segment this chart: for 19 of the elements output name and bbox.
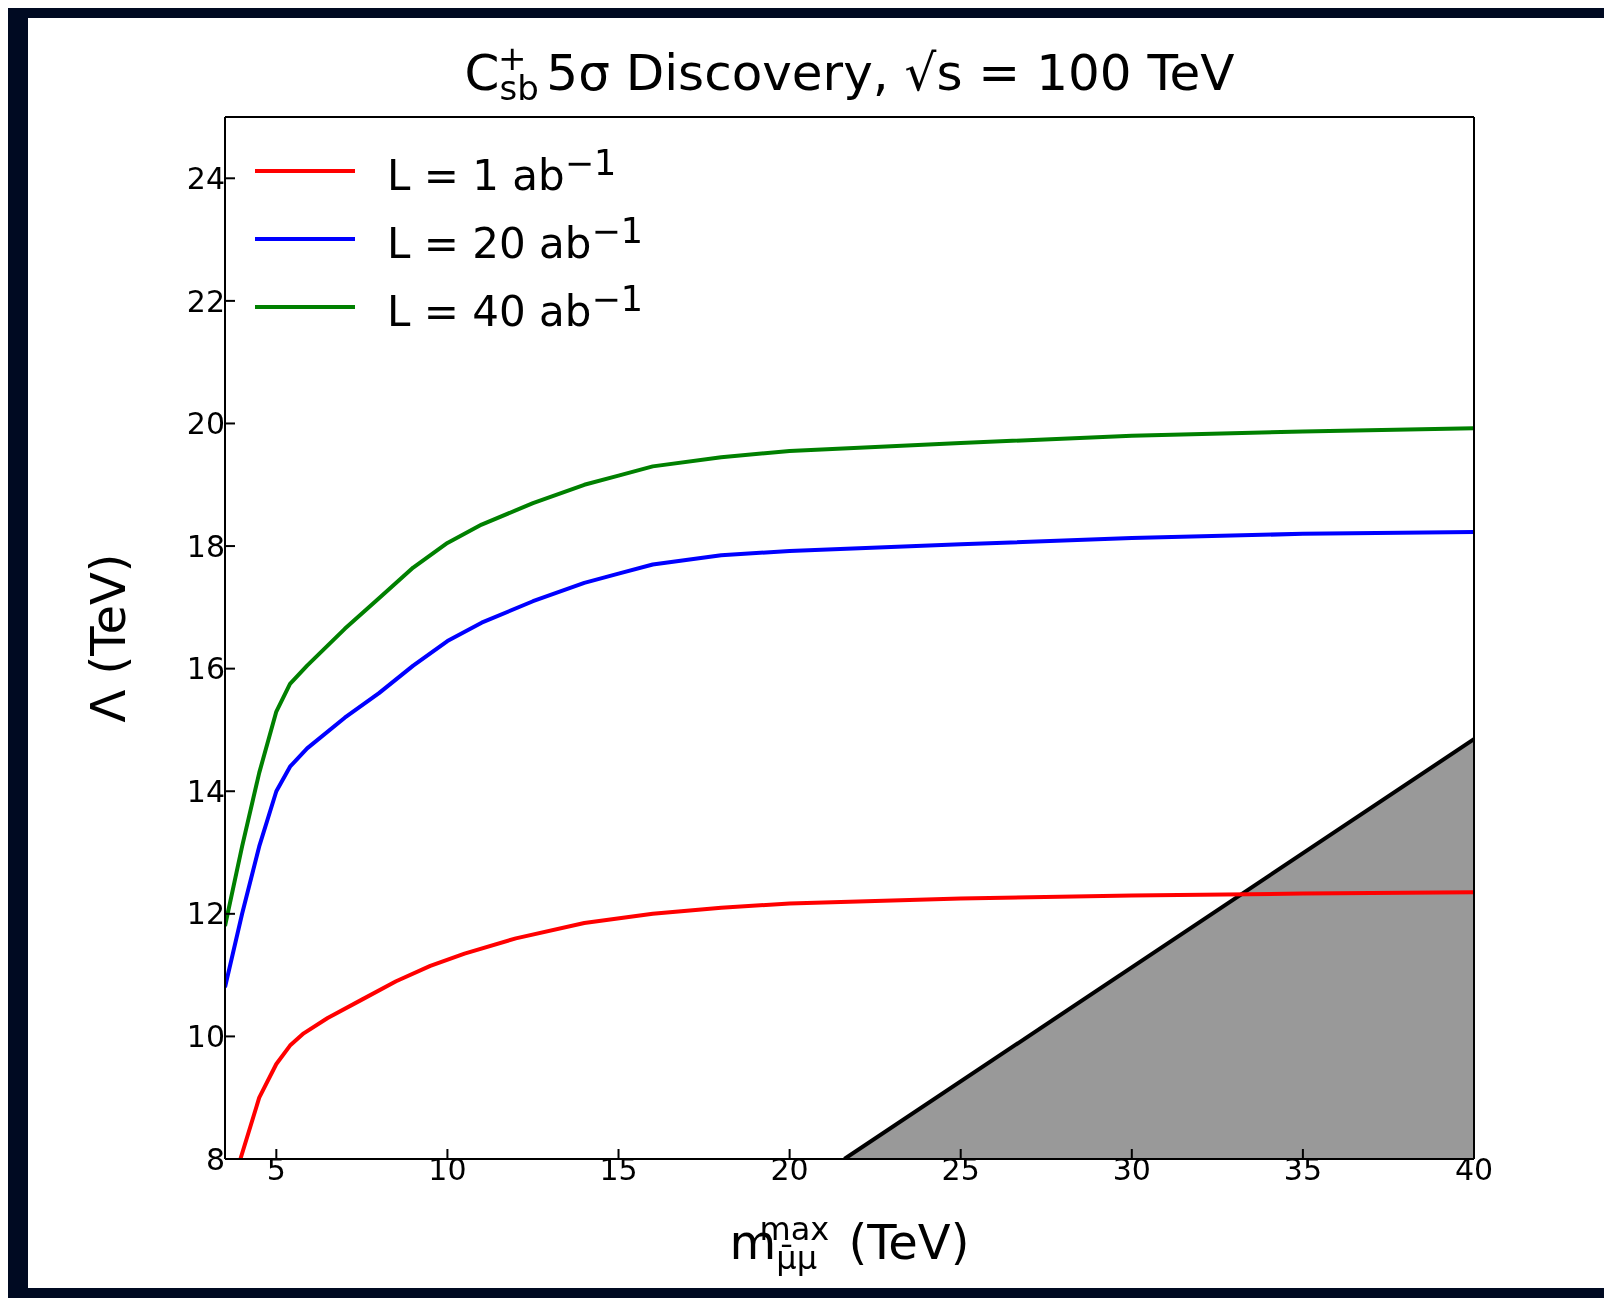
- y-tick-label: 8: [205, 1141, 225, 1177]
- legend-label: L = 1 ab$^{−1}$: [387, 142, 617, 200]
- chart-title: C$_{sb}$$^{+}$ 5σ Discovery, √s = 100 TeV: [464, 37, 1235, 109]
- y-tick-label: 14: [186, 773, 225, 809]
- line-series: [225, 426, 1474, 929]
- y-tick-label: 24: [186, 160, 225, 196]
- legend-label: L = 20 ab$^{−1}$: [387, 210, 644, 268]
- legend-label: L = 40 ab$^{−1}$: [387, 278, 644, 336]
- y-axis-title: Λ (TeV): [80, 553, 136, 723]
- x-axis-title: m$_{μ̄μ}$$^{max}$ (TeV): [729, 1209, 970, 1277]
- y-tick-label: 16: [186, 651, 225, 687]
- y-tick-label: 12: [186, 896, 225, 932]
- line-series: [225, 529, 1474, 990]
- y-tick-label: 10: [186, 1019, 225, 1055]
- y-tick-label: 20: [186, 406, 225, 442]
- y-tick-label: 18: [186, 528, 225, 564]
- line-series: [238, 890, 1474, 1159]
- y-tick-label: 22: [186, 283, 225, 319]
- x-tick-label: 40: [1454, 1152, 1494, 1188]
